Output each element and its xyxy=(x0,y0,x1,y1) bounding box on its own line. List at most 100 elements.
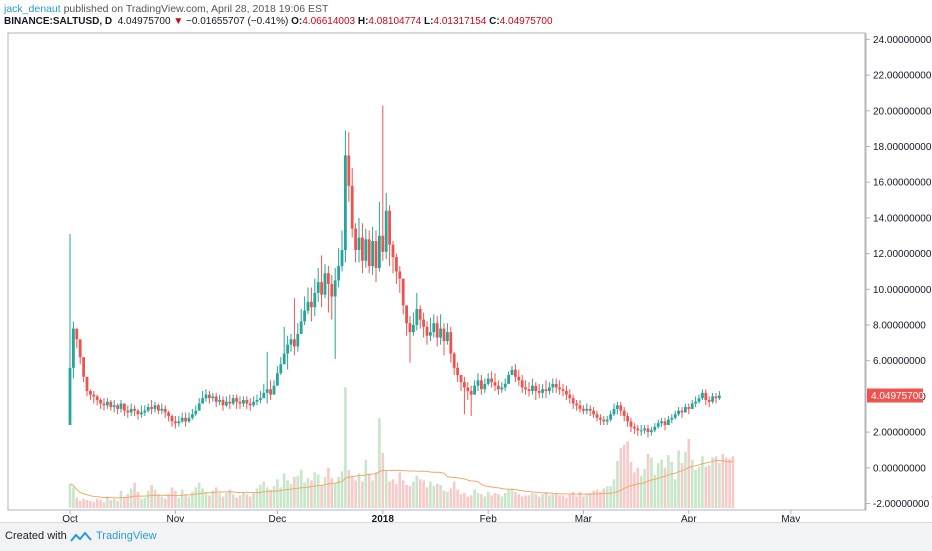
volume-bar xyxy=(272,486,276,508)
volume-bar xyxy=(480,494,483,508)
candle-body xyxy=(622,410,626,417)
volume-bar xyxy=(571,491,575,508)
last-price-tag xyxy=(867,388,923,403)
candle-body xyxy=(497,385,500,390)
volume-bar xyxy=(371,480,374,508)
volume-bar xyxy=(123,497,126,508)
volume-bar xyxy=(704,466,708,508)
tradingview-brand-link[interactable]: TradingView xyxy=(96,530,157,542)
x-axis-label: Apr xyxy=(681,514,697,522)
volume-bar xyxy=(554,493,558,508)
candle-body xyxy=(89,391,92,395)
volume-bar xyxy=(153,489,157,508)
volume-bar xyxy=(92,502,96,508)
volume-bar xyxy=(707,465,711,508)
open-label: O: xyxy=(291,16,303,27)
candle-body xyxy=(439,328,442,338)
candle-body xyxy=(361,237,364,261)
candle-body xyxy=(476,380,480,386)
candle-body xyxy=(493,382,497,386)
candle-body xyxy=(490,378,493,383)
volume-bar xyxy=(170,487,174,508)
volume-bar xyxy=(180,489,184,508)
y-axis-label: 18.00000000 xyxy=(873,142,932,153)
volume-bar xyxy=(639,475,643,508)
volume-bar xyxy=(653,474,657,508)
volume-bar xyxy=(660,459,663,508)
candle-body xyxy=(643,428,646,431)
candle-body xyxy=(660,421,663,424)
volume-bar xyxy=(296,475,300,508)
candle-body xyxy=(153,405,157,409)
candle-body xyxy=(690,403,694,409)
candle-body xyxy=(520,380,524,388)
volume-bar xyxy=(68,483,72,508)
candle-body xyxy=(129,408,133,413)
volume-bar xyxy=(724,457,728,508)
volume-bar xyxy=(673,479,677,508)
volume-bar xyxy=(208,495,211,508)
candle-body xyxy=(265,389,269,393)
volume-bar xyxy=(89,501,92,508)
candle-body xyxy=(221,399,225,406)
candle-body xyxy=(208,394,211,399)
volume-bar xyxy=(78,501,82,508)
y-axis-label: 8.00000000 xyxy=(873,321,926,332)
candle-body xyxy=(548,387,551,392)
volume-bar xyxy=(136,491,140,508)
candle-body xyxy=(544,389,548,392)
candle-body xyxy=(204,394,208,399)
volume-bar xyxy=(350,475,354,508)
candle-body xyxy=(140,412,143,415)
candle-body xyxy=(242,399,245,404)
candle-body xyxy=(252,401,255,406)
volume-bar xyxy=(374,472,378,508)
volume-bar xyxy=(398,472,402,508)
candle-body xyxy=(537,391,541,393)
author-link[interactable]: jack_denaut xyxy=(4,3,61,15)
volume-bar xyxy=(718,463,721,508)
candle-body xyxy=(456,367,459,375)
candle-body xyxy=(350,185,354,229)
candle-body xyxy=(687,407,691,409)
volume-bar xyxy=(670,462,674,508)
candle-body xyxy=(667,419,670,425)
candle-body xyxy=(323,273,327,295)
volume-bar xyxy=(578,491,582,508)
volume-bar xyxy=(255,488,259,508)
volume-bar xyxy=(378,418,381,508)
volume-bar xyxy=(112,498,116,508)
candle-body xyxy=(82,357,85,377)
volume-bar xyxy=(694,470,697,508)
volume-bar xyxy=(259,485,262,508)
volume-bar xyxy=(497,494,500,508)
volume-bar xyxy=(106,496,109,508)
plot-area[interactable] xyxy=(7,32,866,511)
candle-body xyxy=(391,244,395,258)
volume-bar xyxy=(384,470,388,508)
candle-body xyxy=(680,410,684,413)
volume-bar xyxy=(582,496,585,508)
candle-body xyxy=(259,398,262,400)
candle-body xyxy=(357,237,361,251)
candle-body xyxy=(517,376,521,381)
candle-body xyxy=(337,266,340,281)
volume-bar xyxy=(248,496,252,508)
tradingview-logo-icon[interactable] xyxy=(70,531,92,543)
candle-body xyxy=(296,333,300,347)
candle-body xyxy=(534,385,538,392)
candle-body xyxy=(524,387,527,390)
candle-body xyxy=(575,403,578,406)
candle-body xyxy=(248,403,252,406)
candle-body xyxy=(218,399,221,402)
volume-bar xyxy=(650,457,653,508)
volume-bar xyxy=(337,476,340,508)
change-value: −0.01655707 (−0.41%) xyxy=(186,16,289,27)
price-chart[interactable]: 24.00000000 22.00000000 20.00000000 18.0000… xyxy=(0,0,932,522)
candle-body xyxy=(191,414,194,418)
candle-body xyxy=(276,373,279,386)
candle-body xyxy=(112,405,116,408)
candle-body xyxy=(673,414,677,418)
volume-bar xyxy=(701,456,704,508)
candle-body xyxy=(327,273,330,284)
